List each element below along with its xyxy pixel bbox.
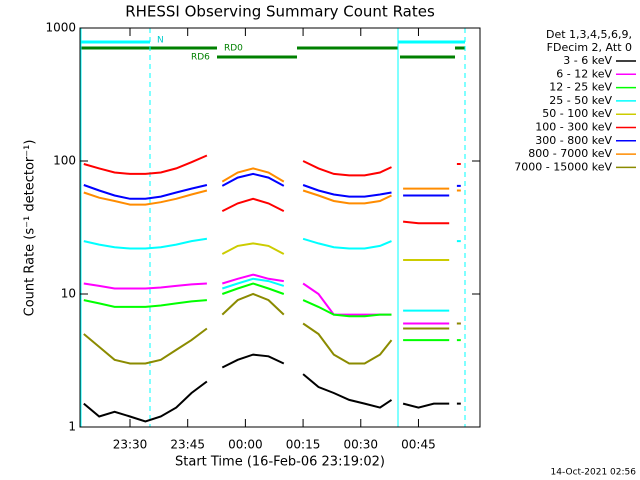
- legend-header: Det 1,3,4,5,6,9,: [546, 28, 632, 41]
- chart-title: RHESSI Observing Summary Count Rates: [125, 3, 435, 21]
- legend-label: 25 - 50 keV: [549, 94, 612, 107]
- plot-area: [83, 154, 461, 423]
- mode-label: RD6: [191, 53, 210, 63]
- series-line: [83, 292, 461, 365]
- x-tick-label: 23:45: [170, 438, 205, 452]
- x-tick-label: 00:00: [228, 438, 263, 452]
- legend-header: FDecim 2, Att 0: [547, 41, 632, 54]
- y-tick-label: 1: [68, 420, 76, 434]
- plot-frame: [79, 27, 481, 428]
- y-tick-label: 10: [61, 287, 76, 301]
- legend-label: 12 - 25 keV: [549, 81, 612, 94]
- x-tick-label: 23:30: [113, 438, 148, 452]
- x-tick-label: 00:45: [401, 438, 436, 452]
- x-tick-label: 00:30: [343, 438, 378, 452]
- y-axis-label: Count Rate (s⁻¹ detector⁻¹): [23, 140, 38, 317]
- series-line: [83, 172, 461, 200]
- legend-label: 300 - 800 keV: [535, 134, 612, 147]
- mode-label: N: [157, 36, 164, 46]
- legend-label: 100 - 300 keV: [535, 121, 612, 134]
- series-line: [83, 154, 461, 225]
- series-line: [83, 353, 461, 423]
- timestamp: 14-Oct-2021 02:56: [551, 468, 637, 478]
- mode-label: RD0: [224, 44, 243, 54]
- x-axis-label: Start Time (16-Feb-06 23:19:02): [175, 455, 385, 470]
- y-tick-label: 1000: [45, 21, 76, 35]
- series-line: [83, 167, 461, 206]
- legend-label: 7000 - 15000 keV: [514, 160, 612, 173]
- y-tick-label: 100: [53, 154, 76, 168]
- legend-label: 800 - 7000 keV: [528, 147, 612, 160]
- series-line: [221, 242, 450, 261]
- legend-label: 50 - 100 keV: [542, 107, 612, 120]
- series-line: [83, 273, 461, 325]
- legend-label: 6 - 12 keV: [556, 67, 612, 80]
- series-line: [83, 282, 461, 342]
- x-tick-label: 00:15: [286, 438, 321, 452]
- series-line: [83, 237, 461, 312]
- legend-label: 3 - 6 keV: [563, 54, 612, 67]
